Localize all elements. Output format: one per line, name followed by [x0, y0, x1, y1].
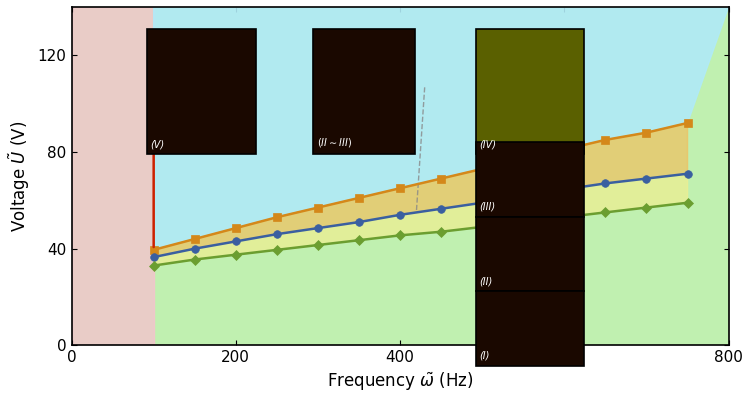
Bar: [476, 217, 584, 291]
Text: (II): (II): [479, 276, 492, 286]
Bar: [476, 142, 584, 217]
Text: (V): (V): [151, 139, 164, 149]
Text: (I): (I): [479, 350, 489, 360]
Polygon shape: [154, 174, 688, 266]
Polygon shape: [71, 7, 154, 345]
Text: (IV): (IV): [479, 139, 496, 149]
Y-axis label: Voltage $\tilde{U}$ (V): Voltage $\tilde{U}$ (V): [7, 120, 32, 232]
Bar: [476, 29, 584, 154]
Bar: [147, 29, 256, 154]
Bar: [476, 291, 584, 366]
Polygon shape: [154, 123, 688, 257]
Text: (III): (III): [479, 202, 495, 212]
Text: $(II{\sim}III)$: $(II{\sim}III)$: [316, 136, 352, 149]
X-axis label: Frequency $\tilde{\omega}$ (Hz): Frequency $\tilde{\omega}$ (Hz): [327, 371, 473, 393]
Polygon shape: [154, 7, 728, 250]
Bar: [314, 29, 416, 154]
Polygon shape: [71, 7, 728, 345]
